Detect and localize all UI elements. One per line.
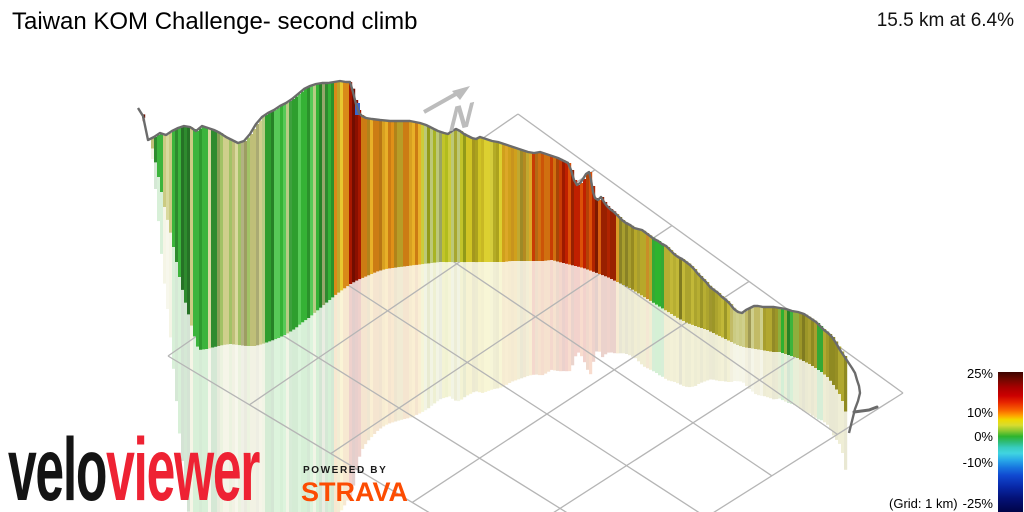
strava-logo: STRAVA	[301, 477, 408, 507]
route-top-outline	[136, 79, 862, 434]
legend-bottom-row: (Grid: 1 km) -25%	[889, 495, 993, 512]
legend-tick-neg25: -25%	[962, 496, 993, 511]
logo-velo: velo	[8, 419, 107, 512]
legend-tick-25: 25%	[966, 366, 993, 381]
elevation-wall	[142, 81, 848, 412]
ground-reflection	[142, 117, 848, 512]
north-label: N	[445, 94, 478, 140]
legend-tick-0: 0%	[974, 429, 993, 444]
powered-by-label: POWERED BY	[303, 465, 388, 476]
logo-viewer: viewer	[106, 419, 260, 512]
gradient-color-scale	[998, 372, 1023, 512]
chart-title: Taiwan KOM Challenge- second climb	[12, 8, 418, 35]
distance-gradient-stat: 15.5 km at 6.4%	[876, 10, 1014, 31]
veloviewer-logo: veloviewer	[8, 425, 441, 512]
grid-note: (Grid: 1 km)	[889, 496, 958, 511]
north-arrow-head	[452, 86, 470, 100]
legend-tick-neg10: -10%	[962, 455, 993, 470]
route-tail-mark	[852, 405, 879, 414]
legend-tick-10: 10%	[966, 405, 993, 420]
